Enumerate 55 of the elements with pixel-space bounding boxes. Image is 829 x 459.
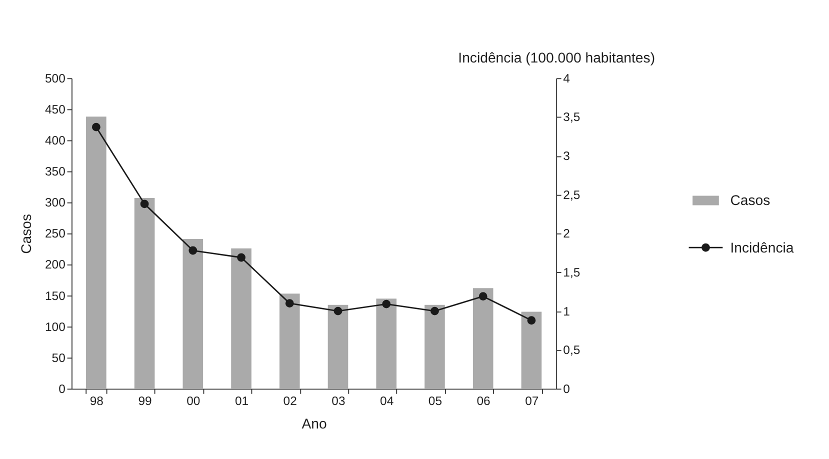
y2-axis-title: Incidência (100.000 habitantes): [458, 50, 656, 66]
point: [237, 253, 246, 262]
bar: [424, 304, 445, 389]
x-tick-label: 05: [428, 394, 442, 408]
y2-tick-label: 1,5: [563, 265, 580, 280]
y2-tick-label: 1: [563, 304, 570, 318]
y-tick-label: 300: [45, 196, 66, 210]
point: [188, 246, 198, 255]
x-tick-label: 03: [332, 394, 346, 408]
x-tick-label: 01: [234, 394, 249, 408]
x-axis-title: Ano: [302, 416, 327, 432]
point: [140, 200, 149, 208]
y-tick-label: 500: [45, 71, 66, 86]
y-tick-label: 250: [45, 226, 66, 241]
bar: [472, 288, 494, 389]
x-tick-label: 07: [525, 394, 539, 408]
y-tick-label: 450: [45, 102, 66, 116]
point: [478, 292, 488, 301]
y2-tick-label: 2,5: [563, 188, 580, 202]
y2-tick-label: 0: [563, 382, 570, 396]
legend-label: Incidência: [730, 239, 794, 256]
point: [430, 306, 439, 316]
bar: [86, 116, 106, 389]
y2-tick-label: 2: [563, 226, 570, 241]
bar: [182, 239, 204, 389]
y-tick-label: 100: [45, 320, 66, 334]
x-tick-label: 99: [138, 394, 152, 408]
point: [92, 122, 100, 132]
x-tick-label: 06: [476, 394, 491, 408]
point: [382, 300, 391, 308]
y-tick-label: 150: [45, 288, 66, 303]
bar: [376, 298, 397, 389]
y-axis-title: Casos: [18, 214, 34, 254]
y-tick-label: 350: [45, 164, 66, 179]
y2-tick-label: 4: [563, 71, 570, 86]
point: [334, 306, 342, 316]
bar: [328, 304, 348, 389]
y-tick-label: 0: [58, 382, 66, 396]
point: [527, 316, 536, 325]
point: [285, 299, 294, 308]
y-tick-label: 400: [45, 134, 66, 148]
bar: [521, 312, 542, 389]
bar: [134, 198, 155, 389]
y2-tick-label: 3,5: [563, 110, 580, 124]
y2-tick-label: 3: [563, 149, 570, 164]
bar: [231, 248, 252, 389]
bar: [279, 294, 300, 389]
y-tick-label: 200: [45, 258, 66, 272]
x-tick-label: 02: [283, 394, 298, 408]
x-tick-label: 04: [380, 394, 394, 408]
y-tick-label: 50: [52, 350, 66, 365]
legend-label: Casos: [730, 192, 770, 208]
x-tick-label: 98: [90, 394, 104, 408]
y2-tick-label: 0,5: [563, 343, 580, 358]
x-tick-label: 00: [186, 394, 200, 408]
